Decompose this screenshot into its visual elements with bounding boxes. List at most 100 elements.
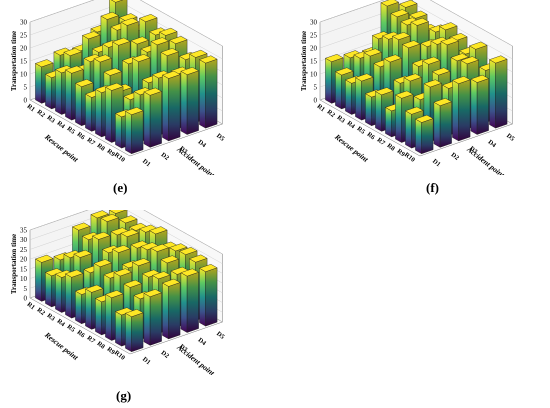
bar-side-face	[149, 292, 162, 346]
x-tick-label: R10	[403, 151, 416, 163]
bar-top-face	[168, 36, 188, 44]
bar-top-face	[394, 90, 414, 99]
bar-front-face	[199, 267, 206, 327]
bar-top-face	[113, 268, 133, 277]
bar-side-face	[421, 118, 434, 155]
x-tick-label: R10	[113, 151, 126, 163]
bar-top-face	[468, 41, 488, 50]
caption-g: (g)	[116, 388, 132, 403]
bar-side-face	[205, 267, 218, 327]
z-tick-label: 15	[20, 58, 28, 66]
bar-front-face	[355, 77, 362, 121]
bar-front-face	[45, 272, 52, 308]
bar-top-face	[74, 79, 94, 87]
z-tick-label: 30	[310, 19, 318, 27]
bar-top-face	[198, 264, 218, 272]
bar-top-face	[73, 249, 93, 258]
bar-top-face	[180, 268, 200, 277]
z-tick-label: 10	[20, 71, 28, 79]
x-tick-label: R8	[96, 142, 107, 153]
bar-front-face	[415, 118, 422, 155]
bar-top-face	[150, 243, 170, 252]
bar-top-face	[421, 56, 441, 65]
bar-top-face	[334, 67, 354, 76]
bar-top-face	[408, 10, 428, 19]
z-tick-label: 30	[20, 19, 28, 27]
chart-panel-f: 0 5 10 15 20 25 30 Transportation time R1 R2 R3 R4 R…	[290, 0, 545, 180]
bar-top-face	[460, 56, 480, 65]
bar-top-face	[118, 215, 138, 224]
bar-top-face	[198, 55, 218, 64]
bar-front-face	[55, 273, 62, 313]
bar-top-face	[111, 37, 131, 46]
x-tick-label: R9	[106, 148, 117, 159]
bar-top-face	[131, 54, 151, 62]
x-tick-label: R6	[76, 131, 87, 142]
bar-top-face	[90, 210, 110, 219]
bar-top-face	[438, 22, 458, 31]
bar-top-face	[150, 37, 170, 46]
bar	[124, 107, 144, 155]
bar-top-face	[404, 106, 424, 115]
bar-top-face	[143, 87, 163, 96]
bar-top-face	[151, 271, 171, 280]
chart-panel-g: 0 5 10 15 20 25 30 35 Transportation time R1 R2 R3 R…	[0, 197, 255, 380]
x-tick-label: R7	[86, 137, 97, 148]
bar-top-face	[423, 79, 443, 88]
bar-front-face	[385, 107, 392, 138]
bar-front-face	[375, 91, 382, 132]
bar-front-face	[199, 59, 206, 129]
y-tick-label: D5	[215, 330, 226, 341]
bar-top-face	[188, 49, 208, 58]
bar-front-face	[115, 113, 122, 149]
bar	[433, 98, 453, 148]
bar	[451, 76, 471, 142]
bar-top-face	[433, 98, 453, 106]
bar-front-face	[470, 78, 478, 135]
bar-side-face	[168, 74, 181, 142]
bar	[470, 74, 490, 135]
x-tick-label: R10	[113, 349, 126, 361]
bar-top-face	[324, 54, 344, 62]
y-tick-label: D1	[141, 356, 152, 366]
bar-front-face	[365, 93, 372, 127]
bar-top-face	[71, 222, 91, 231]
z-tick-label: 35	[20, 227, 28, 235]
bar-front-face	[35, 63, 42, 104]
z-tick-label: 20	[20, 256, 28, 264]
bar-top-face	[161, 70, 181, 79]
bar-top-face	[64, 269, 84, 278]
bar-front-face	[180, 272, 188, 333]
x-tick-label: R7	[376, 137, 387, 148]
z-tick-label: 5	[24, 285, 28, 293]
x-tick-label: R2	[36, 109, 47, 119]
bar-top-face	[450, 53, 470, 62]
bar-top-face	[111, 244, 131, 253]
y-tick-label: D5	[505, 132, 516, 143]
bar-top-face	[93, 259, 113, 268]
z-axis-label: Transportation time	[300, 31, 308, 91]
x-axis-label: Rescue point	[332, 132, 370, 165]
x-tick-label: R1	[26, 103, 37, 113]
bar	[198, 264, 218, 327]
y-tick-label: D4	[197, 139, 208, 150]
bar-side-face	[131, 110, 144, 155]
bar-side-face	[439, 101, 452, 148]
bar-front-face	[85, 93, 92, 132]
bar-top-face	[414, 114, 434, 123]
bar-top-face	[120, 17, 140, 26]
bar	[198, 55, 218, 129]
bar-front-face	[162, 282, 169, 340]
x-tick-label: R5	[66, 125, 77, 136]
bar-top-face	[138, 14, 158, 22]
bar-top-face	[398, 0, 418, 8]
bar-top-face	[178, 247, 198, 255]
z-axis-label: Transportation time	[10, 234, 18, 294]
bar-top-face	[383, 54, 403, 63]
bar-top-face	[111, 0, 123, 3]
z-tick-label: 15	[20, 265, 28, 273]
bar-front-face	[75, 82, 82, 127]
z-tick-label: 0	[314, 97, 318, 105]
